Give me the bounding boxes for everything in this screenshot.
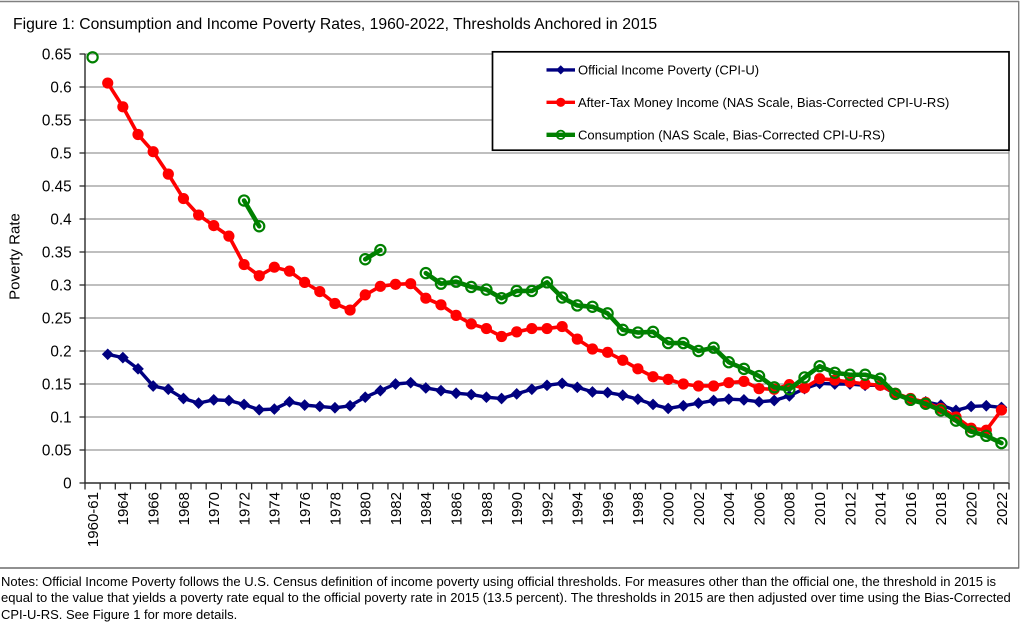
svg-text:0.3: 0.3 [50, 277, 71, 294]
svg-text:2020: 2020 [963, 492, 980, 525]
svg-text:0.05: 0.05 [42, 442, 72, 459]
svg-text:1966: 1966 [146, 492, 163, 525]
svg-text:1978: 1978 [327, 492, 344, 525]
svg-text:1974: 1974 [267, 492, 284, 525]
svg-text:2004: 2004 [721, 492, 738, 525]
svg-text:1976: 1976 [297, 492, 314, 525]
svg-text:1984: 1984 [418, 492, 435, 525]
svg-text:1964: 1964 [115, 492, 132, 525]
svg-text:1994: 1994 [570, 492, 587, 525]
svg-text:0: 0 [63, 475, 72, 492]
svg-text:2016: 2016 [903, 492, 920, 525]
svg-text:0.2: 0.2 [50, 343, 71, 360]
svg-text:2012: 2012 [842, 492, 859, 525]
svg-text:0.65: 0.65 [42, 46, 72, 63]
svg-text:0.15: 0.15 [42, 376, 72, 393]
svg-text:2022: 2022 [994, 492, 1011, 525]
svg-text:1968: 1968 [176, 492, 193, 525]
svg-text:Consumption (NAS Scale, Bias-C: Consumption (NAS Scale, Bias-Corrected C… [578, 128, 885, 143]
svg-text:1982: 1982 [388, 492, 405, 525]
svg-text:2008: 2008 [782, 492, 799, 525]
svg-text:After-Tax Money Income (NAS Sc: After-Tax Money Income (NAS Scale, Bias-… [578, 95, 949, 110]
svg-text:2018: 2018 [933, 492, 950, 525]
svg-text:Poverty Rate: Poverty Rate [7, 213, 24, 300]
svg-text:0.1: 0.1 [50, 409, 71, 426]
svg-text:0.6: 0.6 [50, 79, 71, 96]
svg-text:1972: 1972 [236, 492, 253, 525]
svg-text:0.5: 0.5 [50, 145, 71, 162]
svg-text:1998: 1998 [630, 492, 647, 525]
svg-text:1992: 1992 [539, 492, 556, 525]
svg-text:2014: 2014 [873, 492, 890, 525]
svg-text:0.4: 0.4 [50, 211, 72, 228]
svg-text:1960-61: 1960-61 [85, 492, 102, 547]
svg-text:0.45: 0.45 [42, 178, 72, 195]
svg-text:1986: 1986 [448, 492, 465, 525]
svg-text:2006: 2006 [751, 492, 768, 525]
svg-text:2000: 2000 [661, 492, 678, 525]
svg-text:1996: 1996 [600, 492, 617, 525]
svg-text:Official Income Poverty (CPI-U: Official Income Poverty (CPI-U) [578, 63, 759, 78]
svg-text:0.55: 0.55 [42, 112, 72, 129]
svg-text:0.35: 0.35 [42, 244, 72, 261]
svg-text:2010: 2010 [812, 492, 829, 525]
svg-text:1990: 1990 [509, 492, 526, 525]
svg-text:1970: 1970 [206, 492, 223, 525]
svg-text:1988: 1988 [479, 492, 496, 525]
svg-text:1980: 1980 [358, 492, 375, 525]
svg-text:Figure 1: Consumption and Inco: Figure 1: Consumption and Income Poverty… [13, 16, 657, 33]
svg-text:2002: 2002 [691, 492, 708, 525]
svg-text:0.25: 0.25 [42, 310, 72, 327]
